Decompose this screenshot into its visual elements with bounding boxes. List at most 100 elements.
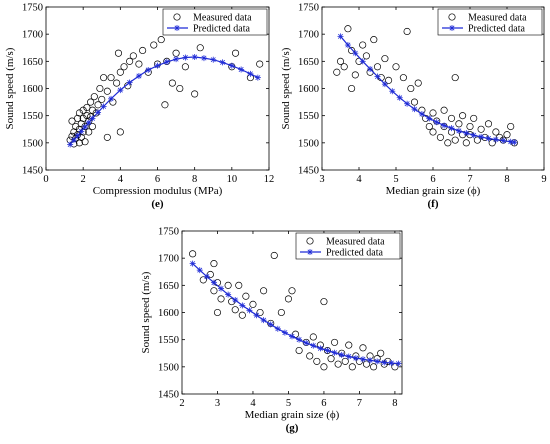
predicted-point xyxy=(247,70,254,77)
measured-point xyxy=(135,60,143,68)
measured-point xyxy=(161,101,169,109)
measured-point xyxy=(120,63,128,71)
predicted-point xyxy=(154,62,161,69)
measured-point xyxy=(429,128,437,136)
measured-point xyxy=(176,84,184,93)
predicted-point xyxy=(359,356,366,363)
y-tick-label: 1650 xyxy=(158,281,179,292)
legend-box xyxy=(295,232,401,260)
measured-point xyxy=(455,120,463,128)
predicted-point xyxy=(200,55,207,62)
measured-point xyxy=(385,76,393,84)
panel-label: (e) xyxy=(151,198,164,210)
measured-point xyxy=(72,122,80,131)
x-tick-label: 6 xyxy=(155,174,160,185)
x-tick-label: 5 xyxy=(286,398,291,409)
measured-point xyxy=(334,360,342,368)
measured-point xyxy=(75,139,84,147)
measured-point xyxy=(116,128,124,136)
x-tick-label: 12 xyxy=(264,174,275,185)
measured-point xyxy=(107,74,115,82)
predicted-line xyxy=(69,56,259,145)
measured-point xyxy=(370,36,378,44)
legend-predicted-label: Predicted data xyxy=(193,24,250,35)
legend-box xyxy=(437,8,543,36)
x-tick-label: 2 xyxy=(81,174,86,185)
y-tick-label: 1650 xyxy=(298,57,319,68)
measured-point xyxy=(189,250,197,258)
measured-point xyxy=(92,109,100,117)
predicted-point xyxy=(260,317,267,324)
predicted-point xyxy=(426,115,433,122)
measured-point xyxy=(79,114,87,122)
predicted-point xyxy=(310,342,317,349)
legend-predicted-label: Predicted data xyxy=(326,248,383,259)
legend-box xyxy=(162,8,268,36)
measured-point xyxy=(260,287,268,295)
measured-point xyxy=(362,360,371,368)
predicted-point xyxy=(345,353,352,360)
predicted-point xyxy=(388,360,395,367)
measured-point xyxy=(331,338,339,346)
measured-point xyxy=(116,68,124,76)
measured-point xyxy=(232,49,240,57)
predicted-point xyxy=(254,74,261,81)
chart-panel-f: 3 4 5 6 7 8 9 1450 1500 1550 1600 1650 1700 1750 Media… xyxy=(280,3,547,211)
legend-measured-marker xyxy=(306,237,314,245)
measured-point xyxy=(126,57,134,65)
measured-point xyxy=(492,128,500,136)
y-tick-label: 1450 xyxy=(22,166,43,177)
predicted-point xyxy=(404,100,411,107)
y-tick-label: 1550 xyxy=(158,335,179,346)
predicted-point xyxy=(395,360,402,367)
predicted-point xyxy=(289,333,295,340)
measured-point xyxy=(336,57,345,65)
x-tick-label: 2 xyxy=(179,398,184,409)
predicted-point xyxy=(219,59,226,66)
predicted-point xyxy=(74,132,81,139)
measured-point xyxy=(320,363,328,371)
predicted-point xyxy=(189,260,196,267)
measured-point xyxy=(68,117,76,125)
y-tick-label: 1500 xyxy=(22,138,43,149)
measured-point xyxy=(150,41,158,49)
predicted-point xyxy=(381,81,388,88)
y-axis-label: Sound speed (m/s) xyxy=(4,47,16,129)
y-tick-label: 1750 xyxy=(158,227,179,238)
measured-point xyxy=(90,93,98,101)
measured-point xyxy=(345,341,353,349)
y-tick-label: 1600 xyxy=(298,84,319,95)
predicted-point xyxy=(492,136,499,143)
x-tick-label: 8 xyxy=(504,174,509,185)
measured-point xyxy=(139,46,147,55)
predicted-point xyxy=(145,67,152,74)
predicted-point xyxy=(338,351,345,358)
measured-point xyxy=(477,125,485,133)
measured-point xyxy=(503,131,511,139)
predicted-point xyxy=(82,124,89,131)
predicted-point xyxy=(463,130,470,137)
measured-point xyxy=(83,103,91,112)
measured-point xyxy=(87,98,95,106)
x-tick-label: 8 xyxy=(392,398,397,409)
predicted-point xyxy=(225,291,232,298)
legend-measured-marker xyxy=(448,13,456,21)
measured-point xyxy=(451,136,459,144)
y-tick-label: 1750 xyxy=(298,3,319,14)
x-tick-label: 0 xyxy=(43,174,48,185)
y-tick-label: 1650 xyxy=(22,57,43,68)
measured-point xyxy=(410,98,419,106)
measured-point xyxy=(88,106,97,114)
measured-point xyxy=(114,49,123,57)
measured-point xyxy=(348,363,356,371)
predicted-point xyxy=(367,357,374,364)
measured-point xyxy=(344,25,352,33)
x-tick-label: 10 xyxy=(227,174,238,185)
x-axis-label: Median grain size (ϕ) xyxy=(245,409,340,421)
x-tick-label: 8 xyxy=(192,174,197,185)
predicted-point xyxy=(218,285,225,292)
y-tick-label: 1550 xyxy=(22,111,43,122)
predicted-point xyxy=(485,135,492,142)
predicted-point xyxy=(352,50,359,57)
predicted-point xyxy=(89,115,96,122)
